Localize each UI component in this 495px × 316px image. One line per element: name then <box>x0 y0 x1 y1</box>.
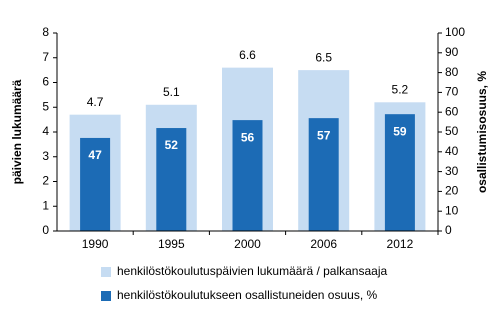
bar <box>308 118 339 231</box>
y-axis-title: päivien lukumäärä <box>10 79 24 184</box>
y-tick-label: 0 <box>42 223 49 237</box>
data-label: 6.5 <box>315 50 332 64</box>
bar <box>80 137 111 231</box>
legend-swatch <box>101 291 111 301</box>
data-label: 5.2 <box>392 82 409 96</box>
x-tick-label: 2012 <box>387 237 414 251</box>
y-tick-label: 1 <box>42 198 49 212</box>
legend-label: henkilöstökoulutukseen osallistuneiden o… <box>117 288 377 302</box>
y-tick-label: 3 <box>42 149 49 163</box>
y2-tick-label: 70 <box>445 85 459 99</box>
data-label: 5.1 <box>163 85 180 99</box>
y2-tick-label: 100 <box>445 25 465 39</box>
y-tick-label: 5 <box>42 99 49 113</box>
y-tick-label: 6 <box>42 75 49 89</box>
data-label: 56 <box>241 130 255 144</box>
y2-axis-title: osallistumisosuus, % <box>475 71 489 193</box>
data-label: 57 <box>317 128 331 142</box>
x-tick-label: 1995 <box>158 237 185 251</box>
legend-swatch <box>101 267 111 277</box>
bar <box>232 120 263 231</box>
data-label: 59 <box>393 124 407 138</box>
y-tick-label: 4 <box>42 124 49 138</box>
bar <box>156 128 187 231</box>
data-label: 47 <box>88 148 102 162</box>
y2-tick-label: 30 <box>445 164 459 178</box>
y2-tick-label: 80 <box>445 65 459 79</box>
y2-tick-label: 90 <box>445 45 459 59</box>
x-tick-label: 2006 <box>310 237 337 251</box>
x-tick-label: 1990 <box>82 237 109 251</box>
y2-tick-label: 50 <box>445 124 459 138</box>
y2-tick-label: 10 <box>445 203 459 217</box>
data-label: 6.6 <box>239 48 256 62</box>
y-tick-label: 7 <box>42 50 49 64</box>
bar <box>384 114 415 231</box>
x-tick-label: 2000 <box>234 237 261 251</box>
y2-tick-label: 0 <box>445 223 452 237</box>
y-tick-label: 8 <box>42 25 49 39</box>
data-label: 52 <box>165 138 179 152</box>
y2-tick-label: 20 <box>445 184 459 198</box>
data-label: 4.7 <box>87 95 104 109</box>
y2-tick-label: 40 <box>445 144 459 158</box>
y2-tick-label: 60 <box>445 104 459 118</box>
legend-label: henkilöstökoulutuspäivien lukumäärä / pa… <box>117 264 387 278</box>
y-tick-label: 2 <box>42 174 49 188</box>
